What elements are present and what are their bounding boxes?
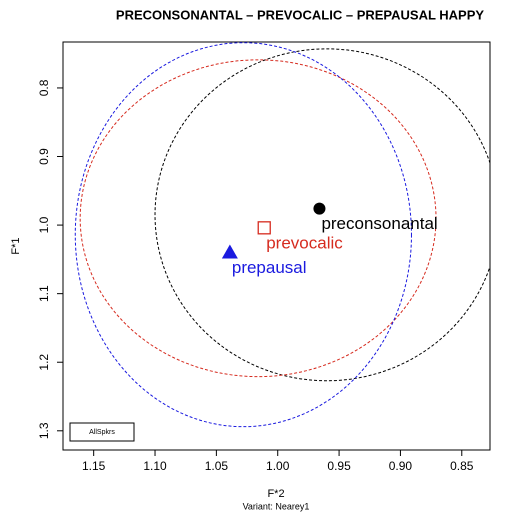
y-tick-label: 1.0 [37, 216, 51, 233]
x-axis-label: F*2 [267, 488, 284, 500]
y-tick-label: 0.9 [37, 148, 51, 165]
point-label: prevocalic [266, 233, 343, 252]
x-tick-label: 0.90 [389, 459, 413, 473]
x-tick-label: 1.05 [205, 459, 229, 473]
y-tick-label: 1.1 [37, 285, 51, 302]
ellipse [79, 59, 437, 378]
ellipse [154, 48, 490, 382]
point [221, 244, 238, 259]
chart-title: PRECONSONANTAL – PREVOCALIC – PREPAUSAL … [116, 7, 484, 22]
x-tick-label: 1.10 [143, 459, 167, 473]
plot-area [74, 42, 490, 428]
legend-label: AllSpkrs [89, 429, 115, 436]
x-tick-label: 1.00 [266, 459, 290, 473]
point-label: prepausal [232, 258, 307, 277]
y-axis-label: F*1 [10, 237, 22, 254]
plot-frame [62, 41, 491, 451]
y-tick-label: 1.2 [37, 354, 51, 371]
ellipse [74, 42, 412, 428]
x-tick-label: 0.85 [450, 459, 474, 473]
legend-box [69, 422, 135, 442]
y-tick-label: 1.3 [37, 422, 51, 439]
point [313, 202, 326, 215]
note: Variant: Nearey1 [243, 501, 310, 511]
point-label: preconsonantal [321, 214, 437, 233]
x-tick-label: 0.95 [327, 459, 351, 473]
x-tick-label: 1.15 [82, 459, 106, 473]
point [257, 221, 271, 235]
y-tick-label: 0.8 [37, 79, 51, 96]
